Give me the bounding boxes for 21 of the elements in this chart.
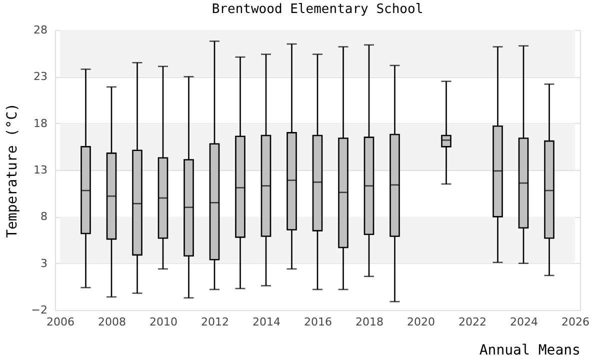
x-tick-label: 2006 [46,316,74,328]
y-tick-label: −2 [31,304,48,316]
x-tick-label: 2008 [98,316,126,328]
y-tick-label: 13 [34,164,48,176]
x-tick-label: 2010 [150,316,178,328]
x-axis-title: Annual Means [479,342,580,358]
y-tick-label: 28 [34,24,48,36]
x-tick-label: 2024 [510,316,538,328]
x-tick-label: 2012 [201,316,229,328]
y-tick-label: 3 [40,256,48,270]
y-axis-title: Temperature (°C) [4,103,20,238]
y-tick-label: 18 [34,116,48,130]
x-tick-label: 2026 [562,316,590,328]
x-tick-label: 2014 [252,316,280,328]
x-tick-label: 2022 [458,316,486,328]
x-tick-label: 2020 [407,316,435,328]
y-tick-label: 23 [34,70,48,84]
x-tick-label: 2018 [356,316,384,328]
x-tick-label: 2016 [304,316,332,328]
chart-title: Brentwood Elementary School [212,2,424,17]
y-tick-label: 8 [40,210,48,224]
